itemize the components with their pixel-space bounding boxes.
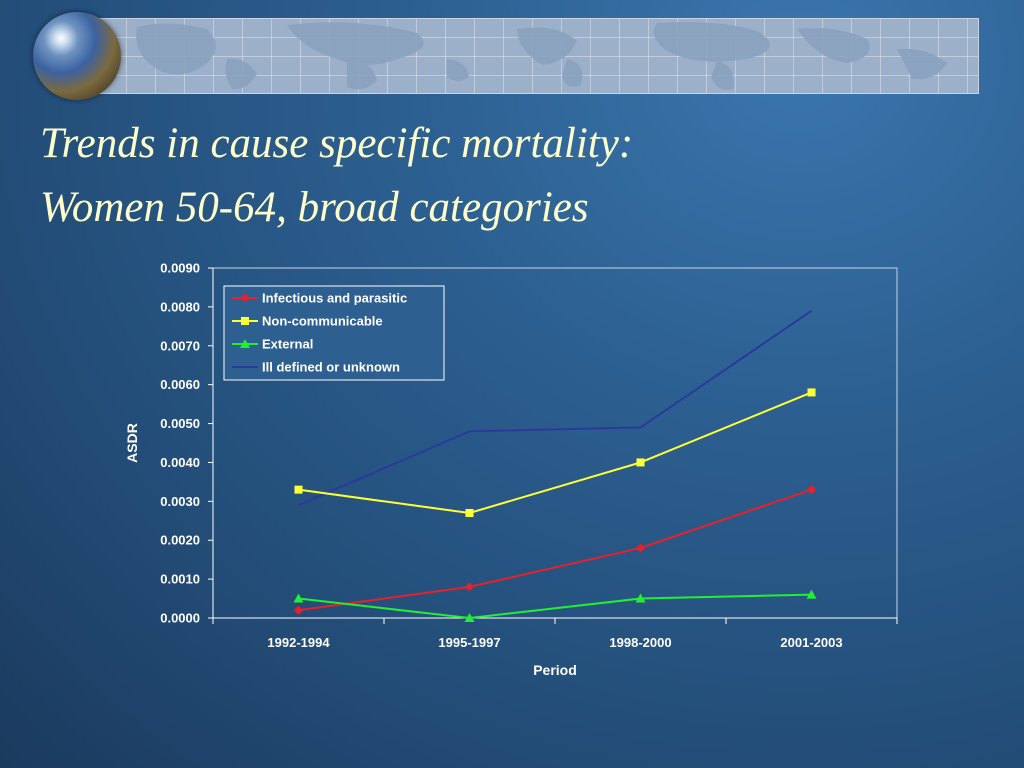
- data-point-infectious-and-parasitic: [294, 605, 303, 615]
- y-tick-label: 0.0010: [160, 572, 200, 587]
- x-tick-label: 1995-1997: [438, 635, 500, 650]
- y-tick-label: 0.0050: [160, 416, 200, 431]
- x-tick-label: 2001-2003: [780, 635, 842, 650]
- y-tick-label: 0.0070: [160, 338, 200, 353]
- legend-entry-label: Ill defined or unknown: [262, 360, 400, 375]
- chart-axes: 0.0000 0.0010 0.0020 0.0030 0.0040 0.0050 0.00…: [160, 261, 898, 650]
- x-axis-title: Period: [533, 662, 577, 678]
- y-tick-label: 0.0080: [160, 299, 200, 314]
- data-point-non-communicable: [636, 458, 645, 467]
- y-tick-label: 0.0000: [160, 611, 200, 626]
- data-point-infectious-and-parasitic: [465, 582, 474, 592]
- slide-title: Trends in cause specific mortality: Wome…: [40, 112, 633, 240]
- data-point-external: [464, 613, 475, 622]
- data-point-non-communicable: [294, 485, 303, 494]
- series-line-external: [298, 593, 812, 620]
- legend-box: [223, 285, 445, 381]
- slide-title-line2: Women 50-64, broad categories: [40, 184, 589, 231]
- data-point-external: [635, 593, 646, 603]
- y-tick-label: 0.0020: [160, 533, 200, 548]
- y-tick-label: 0.0040: [160, 455, 200, 470]
- legend-swatch-marker: [240, 339, 250, 348]
- data-point-external: [293, 593, 304, 603]
- globe-logo: [33, 12, 121, 100]
- chart-series: [293, 309, 817, 622]
- series-line-non-communicable: [298, 391, 812, 515]
- legend-entry-label: Infectious and parasitic: [262, 291, 407, 306]
- data-point-external: [806, 589, 817, 599]
- y-axis-title: ASDR: [124, 423, 140, 463]
- legend-entry-label: External: [262, 337, 313, 352]
- series-line-infectious-and-parasitic: [298, 488, 812, 612]
- legend-swatch-marker: [240, 293, 250, 303]
- x-tick-label: 1992-1994: [267, 635, 330, 650]
- chart-legend: Infectious and parasitic Non-communicable…: [223, 285, 445, 381]
- slide-title-line1: Trends in cause specific mortality:: [40, 120, 634, 167]
- x-tick-label: 1998-2000: [609, 635, 671, 650]
- legend-entry-label: Non-communicable: [262, 314, 383, 329]
- y-tick-label: 0.0030: [160, 494, 200, 509]
- world-map-shapes: [136, 22, 947, 90]
- y-tick-label: 0.0090: [160, 261, 200, 276]
- legend-swatch-marker: [241, 317, 249, 325]
- world-map-banner: [96, 18, 979, 94]
- y-tick-label: 0.0060: [160, 377, 200, 392]
- data-point-infectious-and-parasitic: [636, 543, 645, 553]
- data-point-infectious-and-parasitic: [807, 485, 816, 495]
- data-point-non-communicable: [807, 388, 816, 397]
- data-point-non-communicable: [465, 509, 474, 517]
- series-line-ill-defined-or-unknown: [298, 309, 813, 507]
